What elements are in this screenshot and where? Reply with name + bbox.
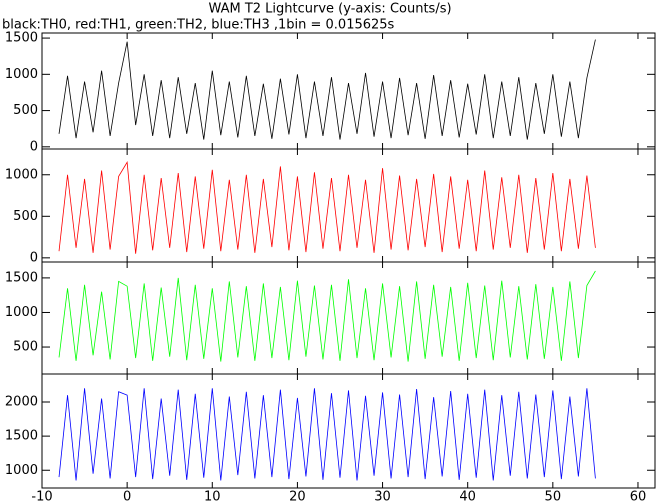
y-tick-label: 0 bbox=[30, 250, 38, 265]
x-tick-label: -10 bbox=[31, 490, 52, 504]
panel-frame bbox=[41, 32, 656, 150]
panel-frame bbox=[41, 373, 656, 489]
y-tick-label: 1000 bbox=[5, 463, 38, 478]
y-tick-label: 1000 bbox=[5, 167, 38, 182]
chart-subtitle: black:TH0, red:TH1, green:TH2, blue:TH3 … bbox=[2, 18, 395, 33]
x-tick-label: 40 bbox=[459, 490, 476, 504]
y-tick-label: 500 bbox=[13, 340, 38, 355]
lightcurve bbox=[58, 161, 596, 254]
chart-title: WAM T2 Lightcurve (y-axis: Counts/s) bbox=[208, 2, 451, 17]
y-tick-label: 2000 bbox=[5, 394, 38, 409]
y-tick-label: 1500 bbox=[5, 31, 38, 46]
lightcurve bbox=[58, 388, 596, 481]
y-tick-label: 500 bbox=[13, 209, 38, 224]
y-tick-label: 500 bbox=[13, 103, 38, 118]
y-tick-label: 1000 bbox=[5, 305, 38, 320]
lightcurve bbox=[58, 270, 596, 362]
y-tick-label: 0 bbox=[30, 139, 38, 154]
x-tick-label: 20 bbox=[289, 490, 306, 504]
y-tick-label: 1500 bbox=[5, 270, 38, 285]
x-tick-label: 30 bbox=[374, 490, 391, 504]
panel-frame bbox=[41, 261, 656, 375]
y-tick-label: 1000 bbox=[5, 67, 38, 82]
y-tick-label: 1500 bbox=[5, 429, 38, 444]
lightcurve bbox=[58, 39, 596, 140]
x-tick-label: 50 bbox=[545, 490, 562, 504]
x-tick-label: 10 bbox=[204, 490, 221, 504]
panel-frame bbox=[41, 148, 656, 263]
x-tick-label: 60 bbox=[630, 490, 647, 504]
x-tick-label: 0 bbox=[123, 490, 131, 504]
